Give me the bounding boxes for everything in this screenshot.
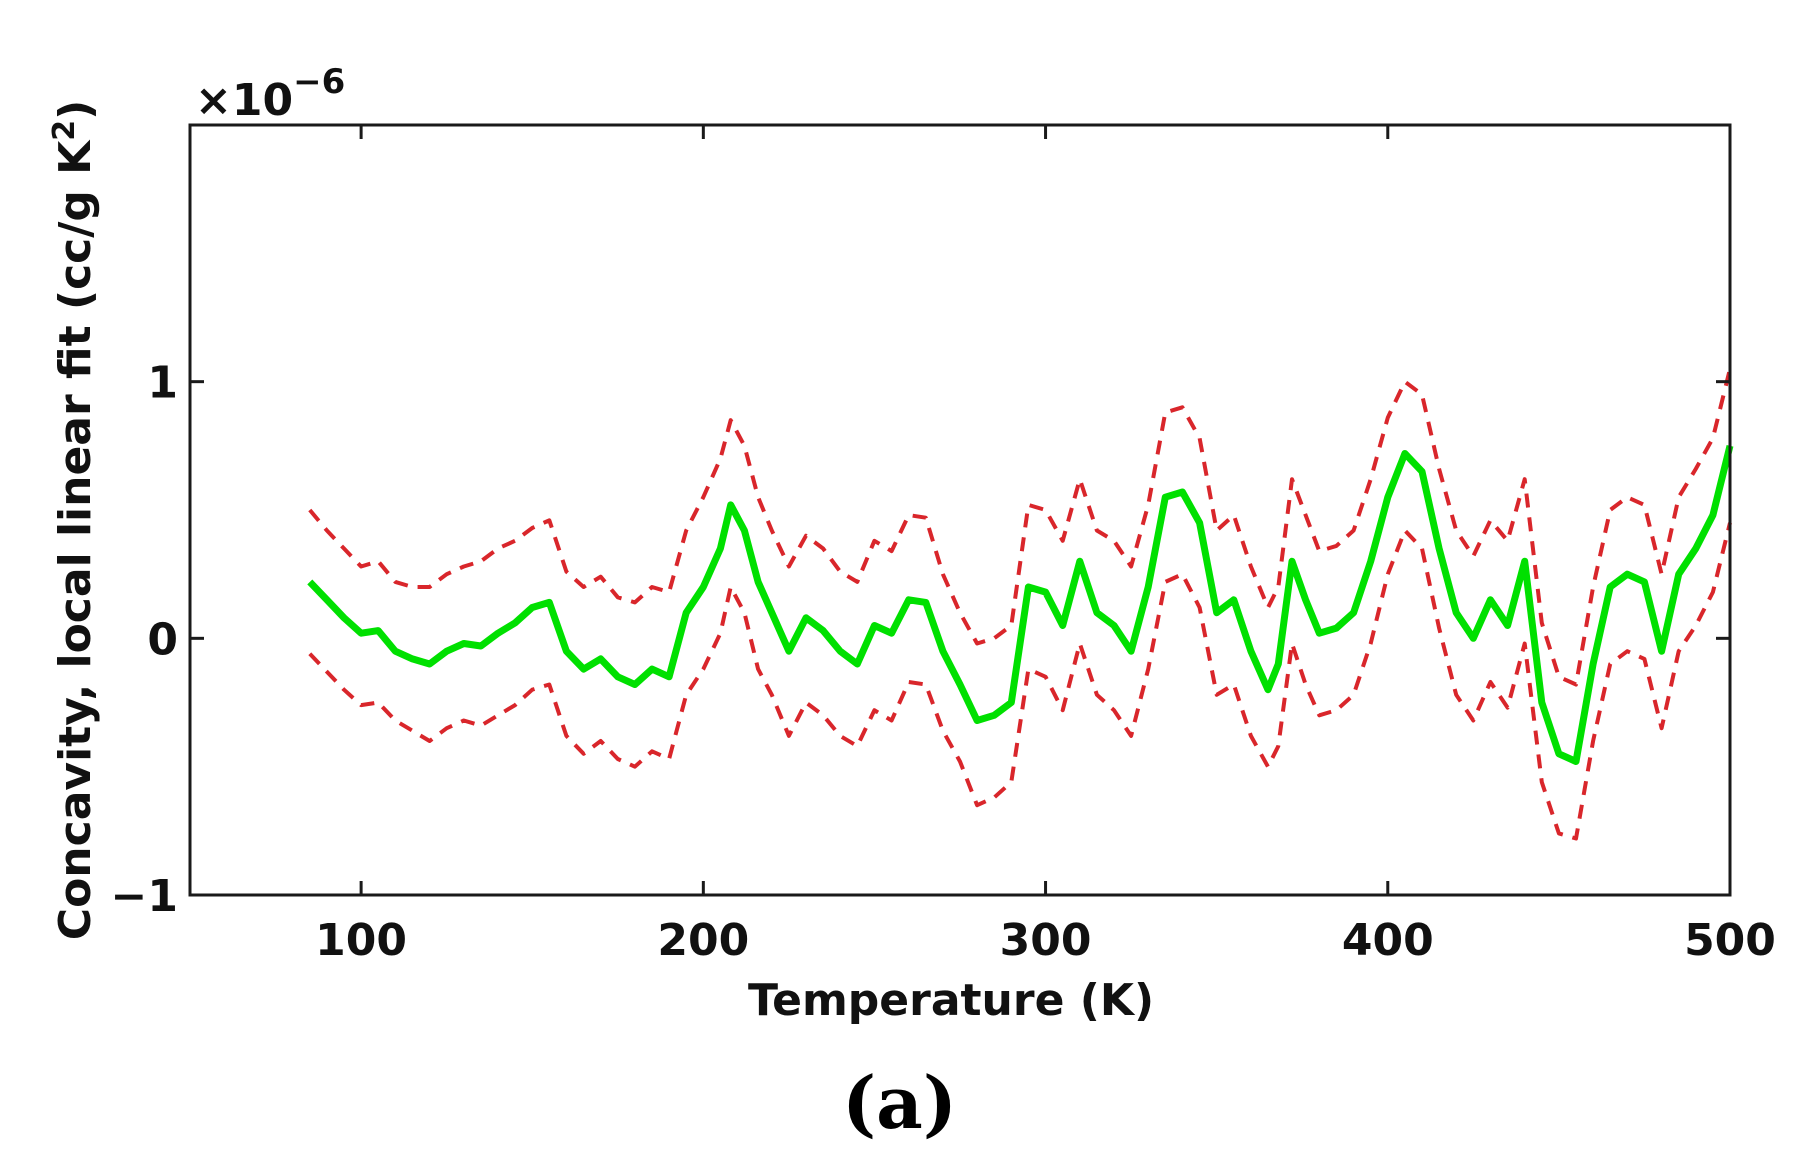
x-tick-label: 300 <box>1000 915 1092 966</box>
y-tick-label: 1 <box>147 358 178 409</box>
series-line-lower-bound <box>308 522 1732 841</box>
y-tick-label: −1 <box>111 871 178 922</box>
x-tick-label: 400 <box>1342 915 1434 966</box>
x-axis-label: Temperature (K) <box>748 975 1154 1026</box>
panel-label: (a) <box>842 1060 957 1145</box>
y-axis-exponent: ×10−6 <box>195 62 345 126</box>
axes-frame <box>188 123 1732 897</box>
plot-area <box>307 368 1734 841</box>
series-line-concavity <box>307 444 1734 765</box>
x-tick-label: 100 <box>315 915 407 966</box>
ticks: 100 200 300 400 500 −1 0 1 <box>111 125 1776 966</box>
y-axis-label: Concavity, local linear fit (cc/g K2) <box>47 100 101 940</box>
x-tick-label: 200 <box>657 915 749 966</box>
x-tick-label: 500 <box>1684 915 1776 966</box>
series-line-upper-bound <box>308 368 1732 687</box>
y-tick-label: 0 <box>147 614 178 665</box>
